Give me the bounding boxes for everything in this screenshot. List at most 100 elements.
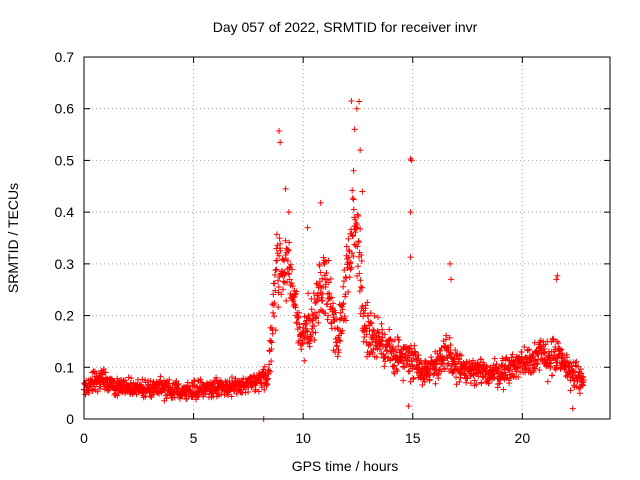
data-point bbox=[580, 373, 587, 380]
data-point bbox=[347, 260, 354, 267]
data-point bbox=[356, 288, 363, 295]
data-point bbox=[268, 339, 275, 346]
data-point bbox=[351, 126, 358, 133]
data-point bbox=[446, 334, 453, 341]
data-point bbox=[267, 338, 274, 345]
data-point bbox=[276, 235, 283, 242]
data-point bbox=[255, 388, 262, 395]
data-point bbox=[458, 352, 465, 359]
data-point bbox=[274, 257, 281, 264]
tick-labels: 0 5 10 15 20 0 0.1 0.2 0.3 0.4 0.5 0.6 0.7 bbox=[55, 49, 531, 446]
data-point bbox=[308, 306, 315, 313]
x-tick-label: 5 bbox=[190, 430, 198, 446]
data-point bbox=[536, 344, 543, 351]
data-point bbox=[505, 366, 512, 373]
data-point bbox=[544, 338, 551, 345]
data-point bbox=[513, 368, 520, 375]
x-tick-label: 10 bbox=[295, 430, 311, 446]
data-point bbox=[340, 283, 347, 290]
data-point bbox=[102, 369, 109, 376]
data-point bbox=[356, 270, 363, 277]
data-point bbox=[359, 284, 366, 291]
data-point bbox=[233, 390, 240, 397]
data-point bbox=[382, 358, 389, 365]
data-point bbox=[420, 376, 427, 383]
data-point bbox=[286, 239, 293, 246]
data-point bbox=[567, 387, 574, 394]
data-point bbox=[530, 369, 537, 376]
data-point bbox=[299, 340, 306, 347]
data-point bbox=[166, 376, 173, 383]
data-point bbox=[261, 363, 268, 370]
data-point bbox=[378, 320, 385, 327]
data-point bbox=[393, 347, 400, 354]
data-point bbox=[100, 365, 107, 372]
data-point bbox=[410, 375, 417, 382]
data-point bbox=[330, 300, 337, 307]
data-point bbox=[342, 317, 349, 324]
data-point bbox=[301, 313, 308, 320]
y-tick-label: 0.2 bbox=[55, 308, 75, 324]
data-point bbox=[456, 356, 463, 363]
data-point bbox=[432, 380, 439, 387]
data-point bbox=[262, 372, 269, 379]
data-point bbox=[569, 405, 576, 412]
data-point bbox=[363, 324, 370, 331]
data-point bbox=[349, 233, 356, 240]
data-point bbox=[431, 361, 438, 368]
data-point bbox=[471, 377, 478, 384]
data-point bbox=[334, 342, 341, 349]
data-point bbox=[310, 290, 317, 297]
data-point bbox=[373, 354, 380, 361]
data-point bbox=[114, 375, 121, 382]
data-point bbox=[277, 247, 284, 254]
data-point bbox=[386, 342, 393, 349]
data-point bbox=[405, 348, 412, 355]
data-point bbox=[275, 284, 282, 291]
data-point bbox=[325, 279, 332, 286]
data-point bbox=[350, 167, 357, 174]
data-point bbox=[353, 105, 360, 112]
data-point bbox=[132, 388, 139, 395]
data-point bbox=[330, 314, 337, 321]
data-point bbox=[276, 252, 283, 259]
data-point bbox=[105, 387, 112, 394]
plot-frame bbox=[83, 56, 611, 420]
data-point bbox=[456, 378, 463, 385]
data-point bbox=[319, 275, 326, 282]
y-tick-label: 0.4 bbox=[55, 204, 75, 220]
data-point bbox=[388, 338, 395, 345]
data-point bbox=[265, 367, 272, 374]
data-point bbox=[467, 380, 474, 387]
data-point bbox=[228, 374, 235, 381]
data-point bbox=[273, 266, 280, 273]
data-point bbox=[464, 375, 471, 382]
data-point bbox=[313, 312, 320, 319]
data-point bbox=[294, 313, 301, 320]
data-point bbox=[271, 313, 278, 320]
data-point bbox=[313, 315, 320, 322]
data-point bbox=[367, 319, 374, 326]
data-point bbox=[349, 187, 356, 194]
data-point bbox=[324, 316, 331, 323]
data-point bbox=[293, 320, 300, 327]
data-point bbox=[485, 380, 492, 387]
data-point bbox=[369, 349, 376, 356]
data-point bbox=[305, 290, 312, 297]
data-point bbox=[312, 300, 319, 306]
data-point bbox=[550, 336, 557, 343]
data-point bbox=[312, 329, 319, 336]
data-point bbox=[370, 326, 377, 333]
data-point bbox=[284, 257, 291, 264]
data-point bbox=[473, 381, 480, 388]
data-point bbox=[499, 357, 506, 364]
data-point bbox=[345, 235, 352, 242]
data-point bbox=[289, 296, 296, 303]
data-point bbox=[304, 328, 311, 335]
data-point bbox=[365, 340, 372, 347]
data-point bbox=[407, 254, 414, 261]
data-point bbox=[274, 277, 281, 284]
data-point bbox=[553, 276, 560, 283]
data-point bbox=[498, 361, 505, 368]
